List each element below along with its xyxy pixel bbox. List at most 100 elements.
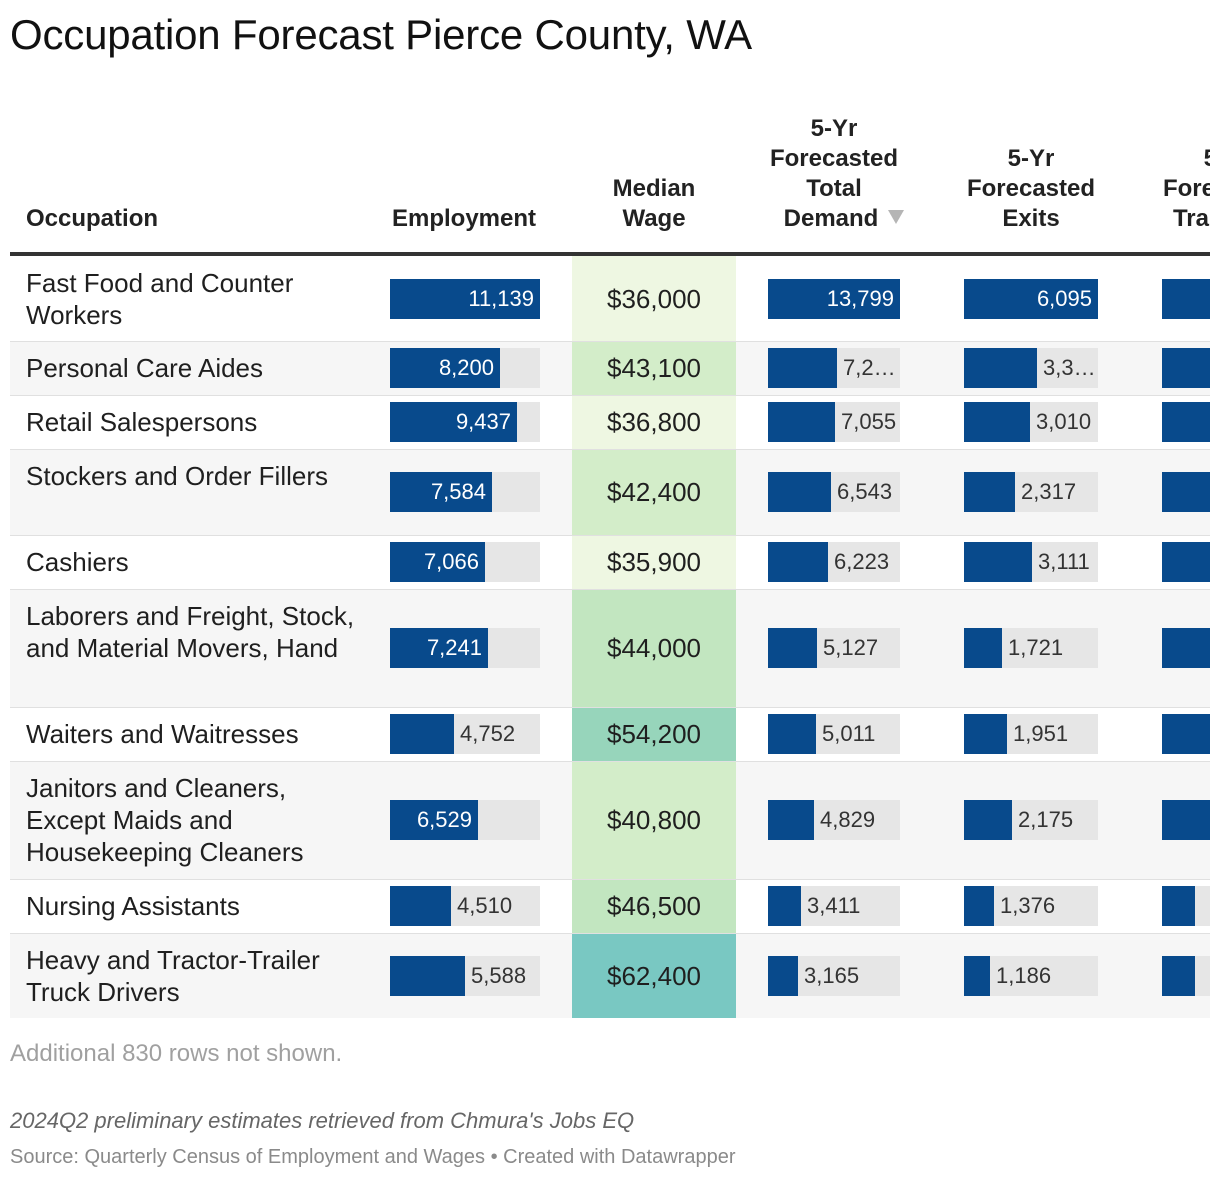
total-demand-value: 7,055: [841, 409, 897, 434]
header-median-wage-line2: Wage: [622, 205, 686, 232]
row-divider: [10, 761, 1210, 762]
header-transfers[interactable]: 5-Yr Forecasted Transfers: [1152, 144, 1210, 234]
employment-bar-track: 7,241: [390, 628, 540, 668]
median-wage-cell: [572, 535, 736, 589]
header-median-wage-line1: Median: [612, 175, 696, 202]
total-demand-bar-track: 13,799: [768, 279, 900, 319]
table-row: Janitors and Cleaners, Except Maids and …: [10, 761, 1210, 879]
header-divider: [10, 252, 1210, 256]
median-wage-cell: [572, 395, 736, 449]
employment-bar-track: 6,529: [390, 800, 540, 840]
total-demand-bar-track: 6,543: [768, 472, 900, 512]
row-divider: [10, 341, 1210, 342]
row-divider: [10, 395, 1210, 396]
transfers-bar: [1162, 279, 1210, 319]
exits-value: 2,317: [1021, 479, 1077, 504]
total-demand-bar-track: 3,411: [768, 886, 900, 926]
occupation-name: Fast Food and Counter Workers: [26, 268, 294, 330]
median-wage-value: $43,100: [607, 353, 701, 383]
total-demand-bar: [768, 956, 798, 996]
employment-value: 8,200: [438, 355, 494, 380]
employment-bar: [390, 472, 492, 512]
exits-bar: [964, 714, 1007, 754]
employment-value: 9,437: [455, 409, 511, 434]
total-demand-value: 6,223: [834, 549, 890, 574]
median-wage-cell: [572, 879, 736, 933]
employment-bar-track: 7,584: [390, 472, 540, 512]
employment-bar-track: 4,510: [390, 886, 540, 926]
employment-bar: [390, 628, 488, 668]
sort-descending-icon[interactable]: [888, 210, 905, 224]
total-demand-bar: [768, 348, 837, 388]
total-demand-bar: [768, 628, 817, 668]
employment-bar-track: 4,752: [390, 714, 540, 754]
exits-bar: [964, 886, 994, 926]
employment-bar: [390, 542, 485, 582]
row-divider: [10, 449, 1210, 450]
exits-value: 3,010: [1036, 409, 1092, 434]
chart-title: Occupation Forecast Pierce County, WA: [10, 11, 752, 58]
total-demand-bar-track: 5,011: [768, 714, 900, 754]
table-row: Waiters and Waitresses 4,752 $54,200 5,011 1…: [10, 707, 1210, 761]
employment-bar: [390, 714, 454, 754]
median-wage-cell: [572, 341, 736, 395]
header-median-wage[interactable]: Median Wage: [572, 174, 736, 234]
median-wage-value: $54,200: [607, 719, 701, 749]
employment-bar: [390, 800, 478, 840]
employment-bar: [390, 886, 451, 926]
exits-bar-track: 2,175: [964, 800, 1098, 840]
exits-bar-track: 3,010: [964, 402, 1098, 442]
employment-bar-track: 11,139: [390, 279, 540, 319]
exits-value: 1,186: [996, 963, 1052, 988]
table-row: Cashiers 7,066 $35,900 6,223 3,111: [10, 535, 1210, 589]
employment-bar: [390, 402, 517, 442]
transfers-bar-track: [1162, 542, 1210, 582]
occupation-name: Nursing Assistants: [26, 891, 240, 921]
occupation-name: Laborers and Freight, Stock, and Materia…: [26, 601, 355, 663]
exits-value: 6,095: [1036, 286, 1092, 311]
employment-value: 7,241: [426, 635, 482, 660]
header-exits-line2: Forecasted: [966, 175, 1096, 202]
transfers-bar: [1162, 886, 1195, 926]
exits-bar: [964, 800, 1012, 840]
exits-bar-track: 1,186: [964, 956, 1098, 996]
occupation-name: Cashiers: [26, 547, 129, 577]
total-demand-bar-track: 5,127: [768, 628, 900, 668]
header-exits[interactable]: 5-Yr Forecasted Exits: [956, 144, 1106, 234]
transfers-bar: [1162, 956, 1195, 996]
total-demand-bar: [768, 472, 831, 512]
occupation-name: Waiters and Waitresses: [26, 719, 299, 749]
row-divider: [10, 707, 1210, 708]
transfers-bar: [1162, 402, 1210, 442]
employment-value: 5,588: [471, 963, 527, 988]
occupation-name: Stockers and Order Fillers: [26, 461, 328, 491]
total-demand-value: 5,127: [823, 635, 879, 660]
header-employment[interactable]: Employment: [391, 205, 537, 232]
total-demand-value: 3,411: [807, 893, 861, 918]
total-demand-bar-track: 7,2…: [768, 348, 900, 388]
table-row: Retail Salespersons 9,437 $36,800 7,055 3,01…: [10, 395, 1210, 449]
employment-bar-track: 7,066: [390, 542, 540, 582]
caption: 2024Q2 preliminary estimates retrieved f…: [10, 1108, 635, 1133]
row-divider: [10, 589, 1210, 590]
median-wage-value: $42,400: [607, 477, 701, 507]
table-row: Heavy and Tractor-Trailer Truck Drivers 5…: [10, 933, 1210, 1018]
header-transfers-line1: 5-Yr: [1152, 144, 1210, 174]
total-demand-value: 6,543: [837, 479, 893, 504]
employment-value: 7,584: [430, 479, 486, 504]
employment-bar: [390, 348, 500, 388]
header-exits-line1: 5-Yr: [1007, 145, 1055, 172]
total-demand-value: 13,799: [826, 286, 894, 311]
exits-bar-track: 3,3…: [964, 348, 1098, 388]
exits-bar: [964, 348, 1037, 388]
median-wage-value: $40,800: [607, 805, 701, 835]
total-demand-bar: [768, 542, 828, 582]
header-occupation[interactable]: Occupation: [26, 205, 159, 232]
table-row: Laborers and Freight, Stock, and Materia…: [10, 589, 1210, 707]
total-demand-value: 7,2…: [843, 355, 896, 380]
total-demand-bar-track: 3,165: [768, 956, 900, 996]
total-demand-bar-track: 6,223: [768, 542, 900, 582]
header-total-demand[interactable]: 5-Yr Forecasted Total Demand: [754, 114, 914, 234]
exits-bar: [964, 628, 1002, 668]
exits-bar-track: 1,376: [964, 886, 1098, 926]
